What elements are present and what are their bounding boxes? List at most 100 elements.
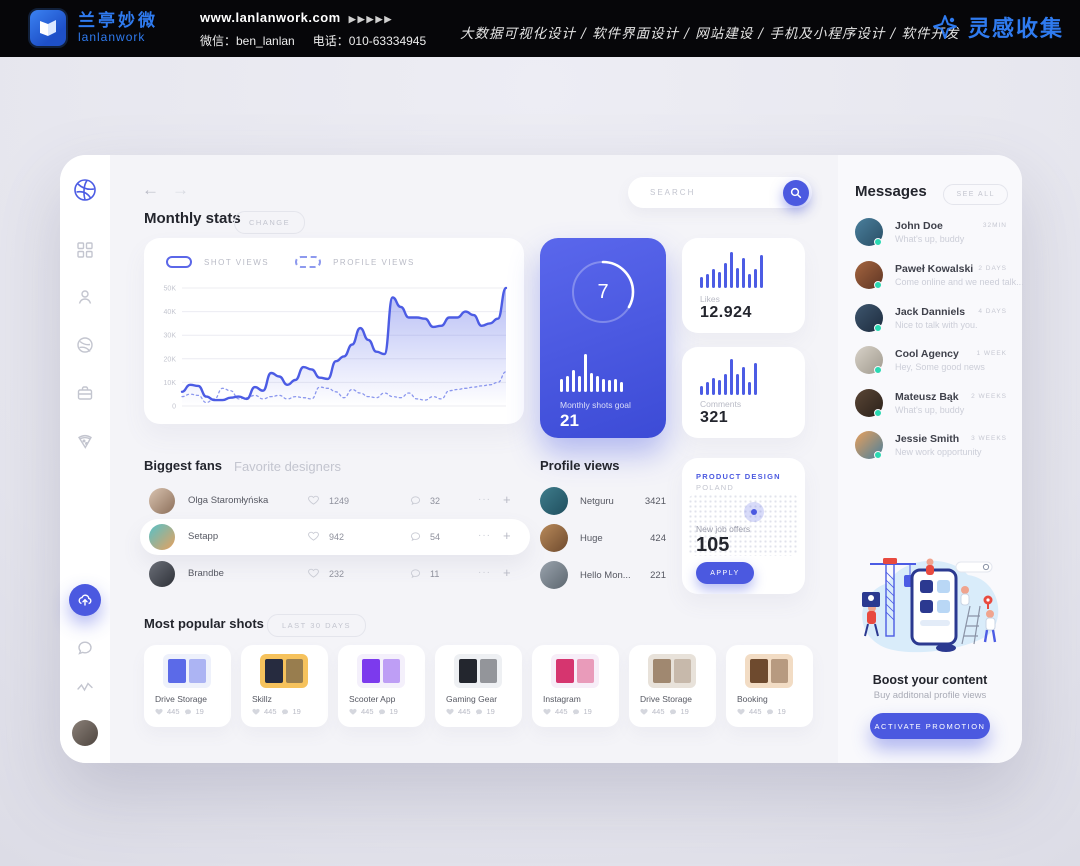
top-banner: 兰亭妙微 lanlanwork www.lanlanwork.com ▶▶▶▶▶ … [0, 0, 1080, 57]
message-row[interactable]: Jessie Smith 3 WEEKS New work opportunit… [855, 431, 1007, 465]
forward-arrow[interactable]: → [172, 180, 189, 199]
sidebar [60, 155, 110, 763]
shot-card[interactable]: Scooter App 445 19 [338, 645, 425, 727]
likes-card[interactable]: Likes 12.924 [682, 238, 805, 333]
sidebar-item-shots[interactable] [76, 336, 94, 354]
shot-stats: 445 19 [543, 707, 592, 716]
company-avatar [540, 524, 568, 552]
shot-card[interactable]: Drive Storage 445 19 [144, 645, 231, 727]
shot-stats: 445 19 [155, 707, 204, 716]
svg-text:0: 0 [172, 404, 176, 411]
sidebar-item-messages[interactable] [76, 639, 94, 657]
online-status-dot [874, 366, 882, 374]
job-offers-card[interactable]: PRODUCT DESIGN POLAND New job offers 105… [682, 458, 805, 594]
fan-avatar [149, 561, 175, 587]
change-button[interactable]: CHANGE [234, 211, 306, 234]
shot-views-legend-label: SHOT VIEWS [204, 257, 270, 267]
back-arrow[interactable]: ← [142, 180, 159, 199]
tab-favorite-designers[interactable]: Favorite designers [234, 459, 341, 474]
search-input[interactable] [628, 177, 778, 208]
message-row[interactable]: Paweł Kowalski 2 DAYS Come online and we… [855, 261, 1024, 295]
add-button[interactable]: + [503, 565, 511, 580]
message-row[interactable]: Mateusz Bąk 2 WEEKS What's up, buddy [855, 389, 1007, 423]
profile-views-legend-swatch [295, 256, 322, 268]
message-time: 2 WEEKS [971, 393, 1007, 400]
svg-text:20K: 20K [164, 356, 177, 363]
shot-name: Gaming Gear [446, 694, 498, 704]
last-30-days-filter[interactable]: LAST 30 DAYS [267, 614, 366, 637]
sidebar-item-profile[interactable] [76, 288, 94, 306]
fan-avatar [149, 524, 175, 550]
online-status-dot [874, 281, 882, 289]
upload-shot-button[interactable] [69, 584, 101, 616]
shot-card[interactable]: Gaming Gear 445 19 [435, 645, 522, 727]
profile-view-row[interactable]: Hello Mon... 221 [540, 557, 666, 593]
brand-name-en: lanlanwork [78, 30, 146, 45]
see-all-button[interactable]: SEE ALL [943, 184, 1008, 205]
fan-row-brandbe[interactable]: Brandbe 232 11 ··· + [140, 556, 530, 592]
online-status-dot [874, 451, 882, 459]
sidebar-item-dashboard[interactable] [76, 241, 94, 259]
sidebar-item-pizza[interactable] [76, 432, 94, 450]
goal-bar-chart [560, 354, 623, 392]
boost-illustration [862, 558, 999, 653]
shot-name: Booking [737, 694, 768, 704]
add-button[interactable]: + [503, 528, 511, 543]
more-options-button[interactable]: ··· [478, 567, 491, 578]
job-offers-count: 105 [696, 534, 730, 556]
message-preview: What's up, buddy [895, 234, 965, 244]
apply-button[interactable]: APPLY [696, 562, 754, 584]
svg-text:50K: 50K [164, 286, 177, 293]
company-avatar [540, 487, 568, 515]
phone-label: 电话：010-63334945 [312, 34, 427, 48]
shot-card[interactable]: Instagram 445 19 [532, 645, 619, 727]
add-button[interactable]: + [503, 492, 511, 507]
tab-biggest-fans[interactable]: Biggest fans [144, 458, 223, 473]
online-status-dot [874, 324, 882, 332]
arrows-decoration: ▶▶▶▶▶ [348, 14, 394, 24]
website-url[interactable]: www.lanlanwork.com [200, 10, 341, 25]
message-sender: Jack Danniels [895, 306, 966, 318]
heart-icon [155, 708, 163, 715]
message-row[interactable]: Jack Danniels 4 DAYS Nice to talk with y… [855, 304, 1007, 338]
comments-card[interactable]: Comments 321 [682, 347, 805, 438]
profile-view-row[interactable]: Huge 424 [540, 520, 666, 556]
likes-bar-chart [700, 252, 763, 288]
more-options-button[interactable]: ··· [478, 530, 491, 541]
goal-label: Monthly shots goal [560, 400, 631, 410]
activate-promotion-button[interactable]: ACTIVATE PROMOTION [870, 713, 990, 739]
fan-row-olga[interactable]: Olga Staromłyńska 1249 32 ··· + [140, 483, 530, 519]
fan-avatar [149, 488, 175, 514]
messages-title: Messages [855, 183, 927, 200]
shot-thumbnail [551, 654, 599, 688]
message-row[interactable]: Cool Agency 1 WEEK Hey, Some good news [855, 346, 1007, 380]
shot-card[interactable]: Skillz 445 19 [241, 645, 328, 727]
company-name: Netguru [580, 496, 614, 507]
shot-card[interactable]: Drive Storage 445 19 [629, 645, 716, 727]
company-avatar [540, 561, 568, 589]
views-count: 424 [650, 533, 666, 544]
sidebar-item-activity[interactable] [76, 678, 94, 696]
inspiration-brand-text: 灵感收集 [967, 16, 1064, 42]
fan-name: Brandbe [188, 568, 224, 579]
sidebar-item-jobs[interactable] [76, 384, 94, 402]
search-button[interactable] [783, 179, 809, 206]
views-count: 221 [650, 570, 666, 581]
popular-shots-title: Most popular shots [144, 616, 264, 631]
goal-progress-ring [571, 260, 635, 324]
fan-row-setapp[interactable]: Setapp 942 54 ··· + [140, 519, 530, 555]
more-options-button[interactable]: ··· [478, 494, 491, 505]
site-logo[interactable]: 兰亭妙微 lanlanwork [28, 8, 158, 48]
shot-card[interactable]: Booking 445 19 [726, 645, 813, 727]
svg-text:30K: 30K [164, 333, 177, 340]
user-avatar[interactable] [72, 720, 98, 746]
message-row[interactable]: John Doe 32MIN What's up, buddy [855, 218, 1007, 252]
monthly-stats-title: Monthly stats [144, 210, 241, 227]
svg-text:40K: 40K [164, 309, 177, 316]
monthly-goal-card[interactable]: 7 Monthly shots goal 21 [540, 238, 666, 438]
shot-views-legend-swatch [166, 256, 192, 268]
shot-thumbnail [454, 654, 502, 688]
shot-name: Drive Storage [640, 694, 692, 704]
profile-view-row[interactable]: Netguru 3421 [540, 483, 666, 519]
dribbble-logo-icon[interactable] [73, 178, 97, 202]
